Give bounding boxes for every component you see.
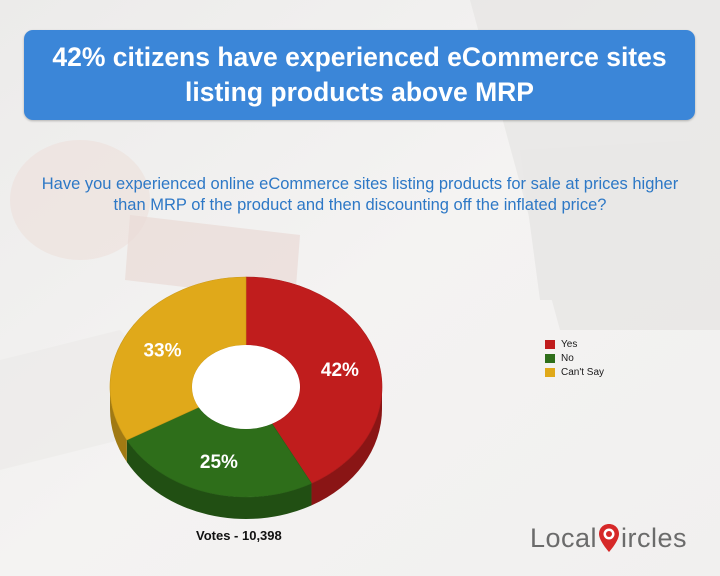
legend-swatch-yes	[545, 340, 555, 349]
votes-count: Votes - 10,398	[196, 528, 282, 543]
localcircles-logo: Local ircles	[530, 518, 687, 558]
legend-swatch-no	[545, 354, 555, 363]
data-label-no: 25%	[200, 452, 238, 473]
legend-label: Can't Say	[561, 367, 605, 378]
logo-text-left: Local	[530, 522, 598, 553]
data-label-yes: 42%	[321, 360, 359, 381]
donut-side-cantsay	[110, 387, 127, 462]
title-banner: 42% citizens have experienced eCommerce …	[24, 30, 695, 120]
chart-legend: Yes No Can't Say	[545, 338, 604, 380]
donut-group: 42% 25% 33%	[109, 276, 383, 519]
donut-side-yes	[311, 387, 382, 506]
chart-title: 42% citizens have experienced eCommerce …	[52, 42, 667, 107]
donut-slice-no	[126, 406, 312, 498]
location-pin-icon	[599, 524, 620, 552]
legend-item-cant-say: Can't Say	[545, 366, 604, 379]
legend-swatch-cant-say	[545, 368, 555, 377]
logo-text-right: ircles	[621, 522, 688, 553]
donut-side-no	[126, 439, 312, 519]
survey-question: Have you experienced online eCommerce si…	[41, 175, 679, 214]
legend-label: No	[561, 353, 574, 364]
legend-item-no: No	[545, 352, 604, 365]
donut-hole	[192, 345, 300, 429]
data-label-cantsay: 33%	[143, 340, 181, 361]
legend-label: Yes	[561, 339, 578, 350]
legend-item-yes: Yes	[545, 338, 604, 351]
